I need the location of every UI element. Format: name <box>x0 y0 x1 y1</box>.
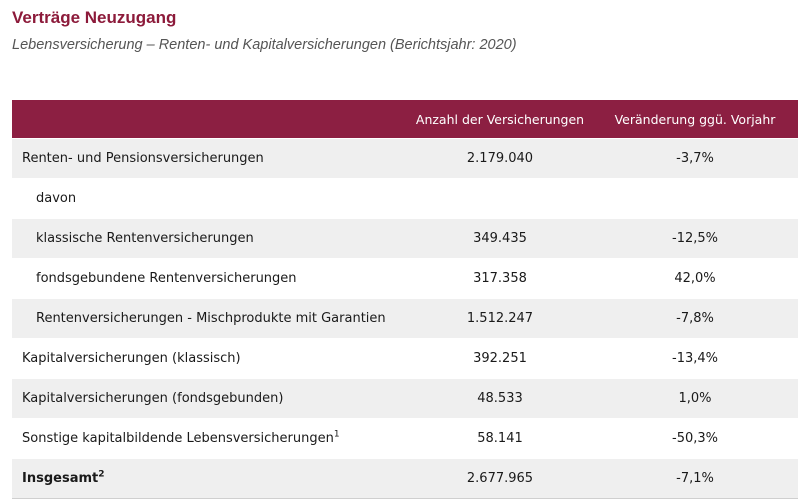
footnote-marker: 2 <box>98 469 105 480</box>
row-count: 317.358 <box>473 271 527 286</box>
row-change: -50,3% <box>672 431 718 446</box>
row-label: Insgesamt <box>22 471 99 486</box>
row-label: klassische Rentenversicherungen <box>36 231 254 246</box>
table-row: Kapitalversicherungen (fondsgebunden) 48… <box>12 379 798 419</box>
table-row: Kapitalversicherungen (klassisch) 392.25… <box>12 339 798 379</box>
table-row: davon <box>12 179 798 219</box>
row-label-cell: Sonstige kapitalbildende Lebensversicher… <box>12 429 408 446</box>
row-change: -13,4% <box>672 351 718 366</box>
row-change: 42,0% <box>674 271 716 286</box>
header-count: Anzahl der Versicherungen <box>415 111 585 127</box>
row-change: -3,7% <box>676 151 714 166</box>
row-count: 349.435 <box>473 231 527 246</box>
row-count: 48.533 <box>477 391 523 406</box>
data-table: Anzahl der Versicherungen Veränderung gg… <box>12 100 798 499</box>
row-count: 1.512.247 <box>466 311 534 326</box>
row-label: Kapitalversicherungen (klassisch) <box>22 351 241 366</box>
table-row-total: Insgesamt2 2.677.965 -7,1% <box>12 459 798 499</box>
page-subtitle: Lebensversicherung – Renten- und Kapital… <box>12 37 517 53</box>
row-count: 392.251 <box>473 351 527 366</box>
table-row: klassische Rentenversicherungen 349.435 … <box>12 219 798 259</box>
row-change: -7,8% <box>676 311 714 326</box>
row-count: 2.179.040 <box>466 151 534 166</box>
header-change: Veränderung ggü. Vorjahr <box>614 111 776 127</box>
row-label: fondsgebundene Rentenversicherungen <box>36 271 297 286</box>
row-label-cell: Insgesamt2 <box>12 469 408 486</box>
row-label: Sonstige kapitalbildende Lebensversicher… <box>22 431 334 446</box>
row-label: davon <box>36 191 77 206</box>
table-header-row: Anzahl der Versicherungen Veränderung gg… <box>12 100 798 139</box>
row-change: -7,1% <box>676 471 714 486</box>
page-title: Verträge Neuzugang <box>12 8 177 27</box>
row-count: 2.677.965 <box>466 471 534 486</box>
table-row: fondsgebundene Rentenversicherungen 317.… <box>12 259 798 299</box>
footnote-marker: 1 <box>333 429 340 440</box>
row-label: Renten- und Pensionsversicherungen <box>22 151 264 166</box>
table-row: Sonstige kapitalbildende Lebensversicher… <box>12 419 798 459</box>
row-change: -12,5% <box>672 231 718 246</box>
table-row: Rentenversicherungen - Mischprodukte mit… <box>12 299 798 339</box>
row-label: Rentenversicherungen - Mischprodukte mit… <box>36 311 386 326</box>
row-label: Kapitalversicherungen (fondsgebunden) <box>22 391 284 406</box>
row-change: 1,0% <box>678 391 712 406</box>
row-count: 58.141 <box>477 431 523 446</box>
table-row: Renten- und Pensionsversicherungen 2.179… <box>12 139 798 179</box>
